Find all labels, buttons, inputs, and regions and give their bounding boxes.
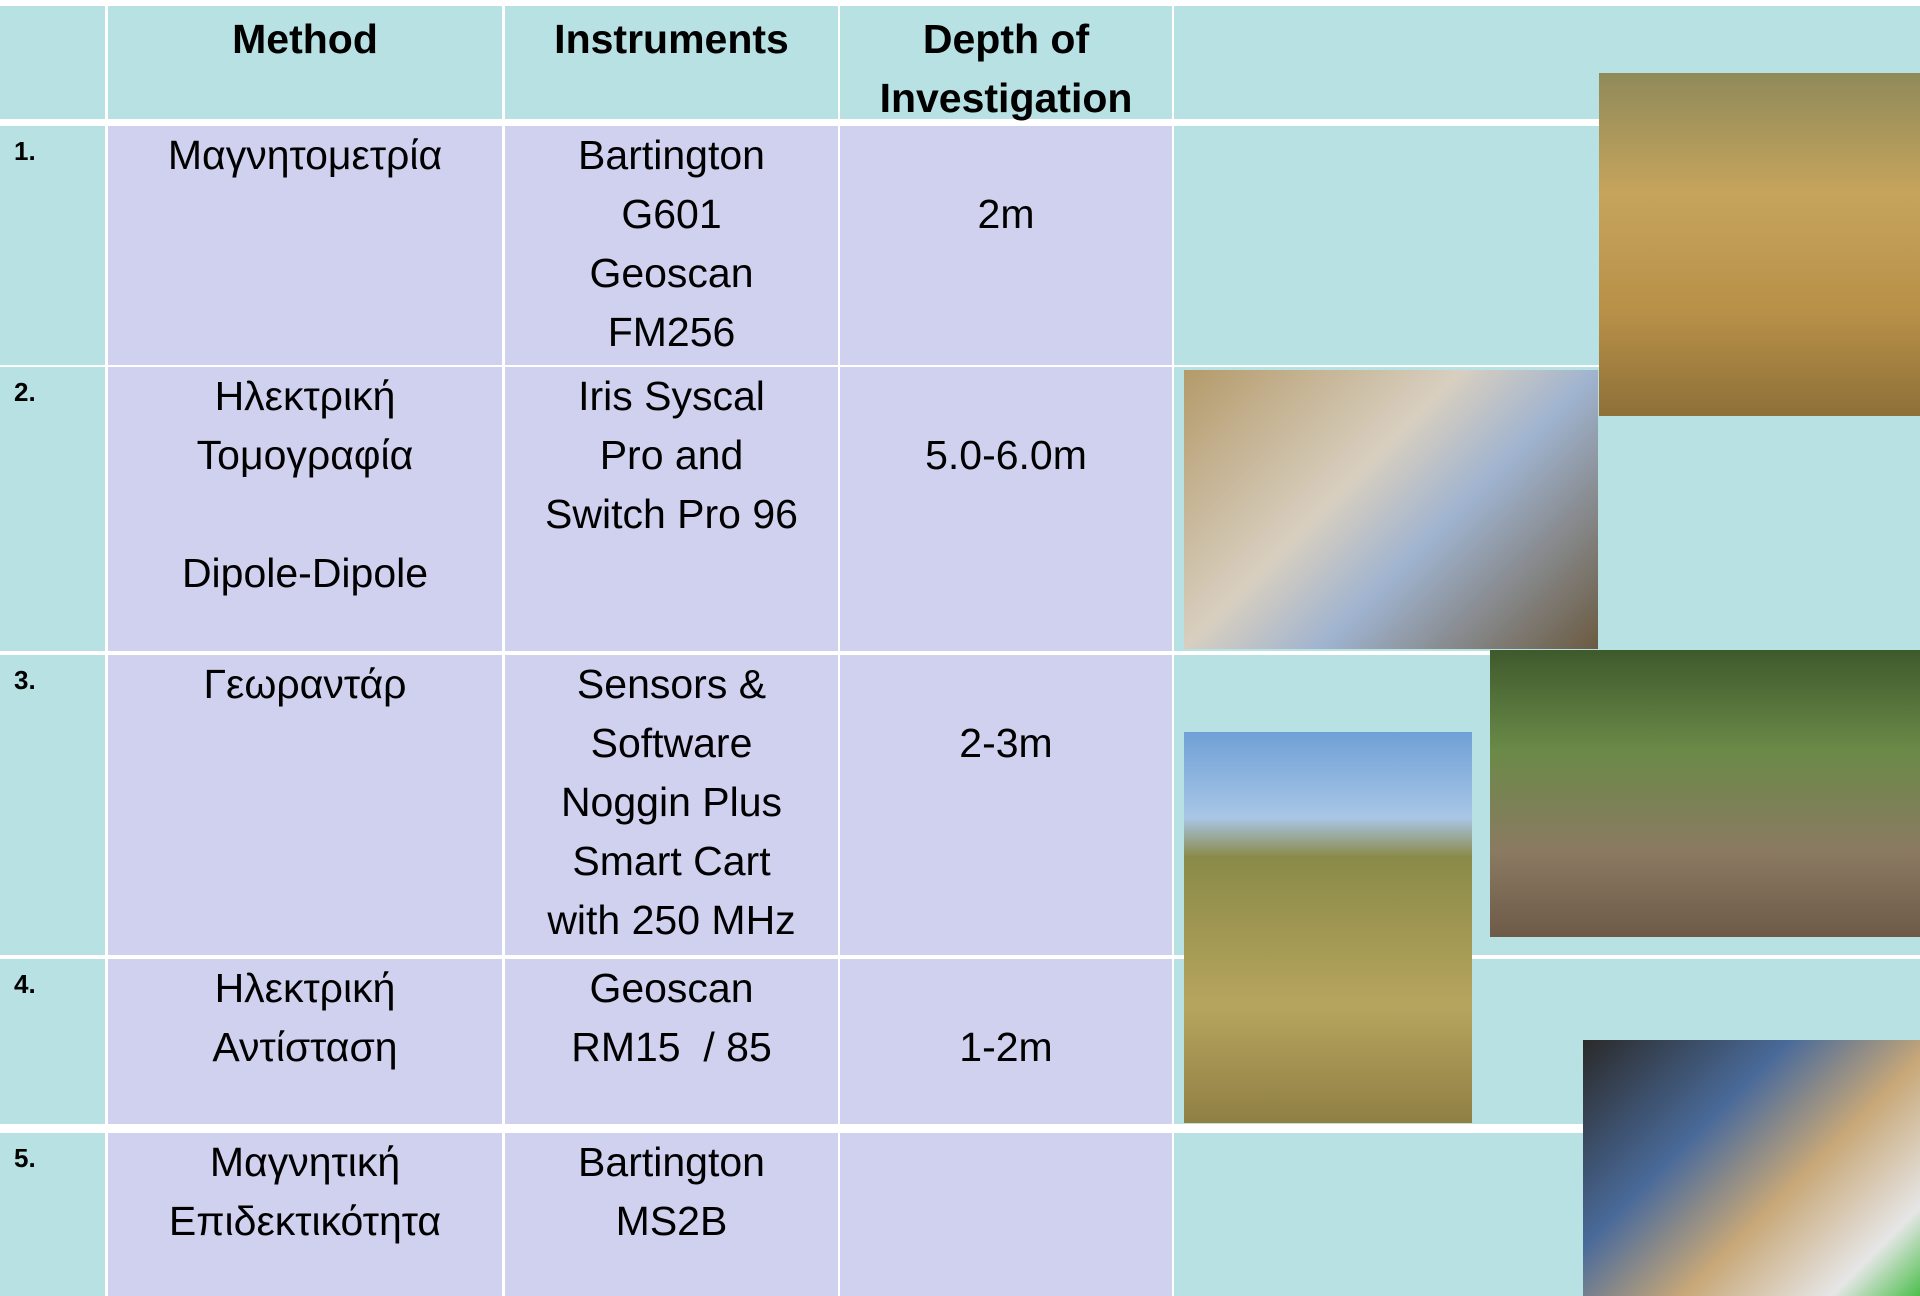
depth-text: 5.0-6.0m	[840, 426, 1172, 485]
instrument-text: Pro and	[505, 426, 838, 485]
depth-cell: 2m	[840, 126, 1172, 365]
instrument-text: Sensors &	[505, 655, 838, 714]
number-cell: 1.	[0, 126, 105, 365]
method-text: Ηλεκτρική	[108, 367, 502, 426]
instrument-text: Bartington	[505, 1133, 838, 1192]
method-text: Τομογραφία	[108, 426, 502, 485]
instrument-text: Switch Pro 96	[505, 485, 838, 544]
method-text: Μαγνητομετρία	[108, 126, 502, 185]
row-number: 4.	[0, 959, 105, 1000]
photo-resistivity	[1184, 370, 1598, 649]
header-text: Instruments	[505, 10, 838, 69]
instrument-text: Iris Syscal	[505, 367, 838, 426]
photo-gpr	[1490, 650, 1920, 937]
instrument-text: MS2B	[505, 1192, 838, 1251]
row-number: 3.	[0, 655, 105, 696]
number-cell: 4.	[0, 959, 105, 1124]
photo-field-survey	[1599, 73, 1920, 416]
instrument-text: RM15 / 85	[505, 1018, 838, 1077]
depth-cell: 2-3m	[840, 655, 1172, 955]
technique-text: Dipole-Dipole	[108, 544, 502, 603]
header-cell	[0, 6, 105, 119]
method-text: Μαγνητική	[108, 1133, 502, 1192]
header-text: Investigation	[840, 69, 1172, 128]
instrument-text: Geoscan	[505, 959, 838, 1018]
instrument-text: Geoscan	[505, 244, 838, 303]
depth-text: 2-3m	[840, 714, 1172, 773]
method-text: Ηλεκτρική	[108, 959, 502, 1018]
slide: MethodInstrumentsDepth ofInvestigation 1.…	[0, 0, 1920, 1296]
instrument-text: G601	[505, 185, 838, 244]
instrument-text: Smart Cart	[505, 832, 838, 891]
method-cell: Γεωραντάρ	[108, 655, 502, 955]
instrument-text: Bartington	[505, 126, 838, 185]
header-cell: Method	[108, 6, 502, 119]
depth-text: 2m	[840, 185, 1172, 244]
instrument-text: Software	[505, 714, 838, 773]
method-text: Γεωραντάρ	[108, 655, 502, 714]
method-text: Αντίσταση	[108, 1018, 502, 1077]
row-number: 2.	[0, 367, 105, 408]
number-cell: 5.	[0, 1133, 105, 1296]
photo-magnetometry	[1184, 732, 1472, 1123]
method-cell: Μαγνητομετρία	[108, 126, 502, 365]
row-number: 1.	[0, 126, 105, 167]
depth-cell: 5.0-6.0m	[840, 367, 1172, 651]
depth-cell	[840, 1133, 1172, 1296]
depth-text: 1-2m	[840, 1018, 1172, 1077]
depth-cell: 1-2m	[840, 959, 1172, 1124]
header-text: Method	[108, 10, 502, 69]
instrument-text: Noggin Plus	[505, 773, 838, 832]
instrument-text: FM256	[505, 303, 838, 362]
method-text: Επιδεκτικότητα	[108, 1192, 502, 1251]
number-cell: 3.	[0, 655, 105, 955]
instrument-text: with 250 MHz	[505, 891, 838, 950]
photo-lab	[1583, 1040, 1920, 1296]
header-cell: Instruments	[505, 6, 838, 119]
row-number: 5.	[0, 1133, 105, 1174]
header-text: Depth of	[840, 10, 1172, 69]
number-cell: 2.	[0, 367, 105, 651]
